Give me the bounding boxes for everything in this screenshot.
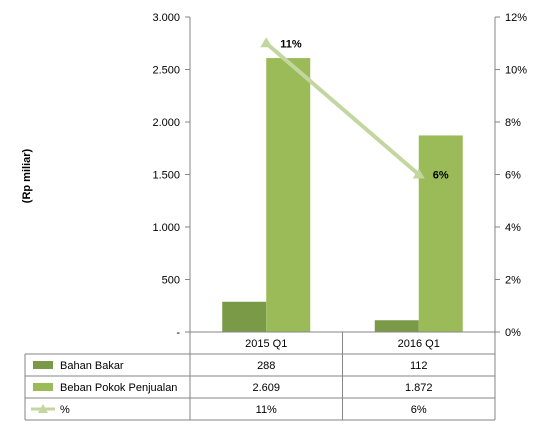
percent-line: 11% 6% (260, 37, 449, 182)
percent-data-label: 6% (433, 170, 449, 182)
left-tick-label: - (176, 327, 180, 339)
table-cell-value: 288 (257, 360, 275, 372)
right-tick-label: 2% (505, 275, 521, 287)
percent-data-label: 11% (280, 38, 302, 50)
bar (374, 320, 419, 332)
left-tick-label: 500 (162, 275, 180, 287)
right-tick-label: 6% (505, 170, 521, 182)
left-tick-label: 3.000 (152, 12, 180, 24)
legend-marker (38, 404, 48, 413)
legend-entry: % (60, 404, 70, 416)
percent-point-marker (412, 168, 425, 179)
axes: - 500 1.000 1.500 2.000 2.500 3.000 0% 2% 4% 6% 8% 1… (152, 12, 527, 339)
bars (222, 58, 463, 333)
table-cell-value: 2.609 (252, 382, 280, 394)
right-tick-label: 8% (505, 117, 521, 129)
bar (418, 135, 463, 332)
bar (266, 58, 311, 333)
table-cell-value: 112 (410, 360, 428, 372)
category-label: 2015 Q1 (245, 338, 287, 350)
category-label: 2016 Q1 (398, 338, 440, 350)
legend-entry: Beban Pokok Penjualan (60, 382, 177, 394)
data-table: 2015 Q1 2016 Q1 Bahan Bakar 288 112 Beban Pok… (24, 331, 496, 421)
left-tick-label: 1.000 (152, 222, 180, 234)
legend-entry: Bahan Bakar (60, 360, 124, 372)
bar (222, 301, 267, 332)
right-tick-label: 12% (505, 12, 527, 24)
left-tick-label: 1.500 (152, 170, 180, 182)
percent-series-line (264, 41, 421, 177)
legend-swatch (33, 383, 53, 391)
table-cell-value: 1.872 (405, 382, 433, 394)
left-tick-label: 2.000 (152, 117, 180, 129)
y-axis-label: (Rp miliar) (21, 148, 33, 203)
legend-swatch (33, 361, 53, 369)
table-cell-value: 11% (256, 404, 277, 416)
table-cell-value: 6% (411, 404, 427, 416)
right-tick-label: 10% (505, 65, 527, 77)
percent-point-marker (260, 37, 273, 48)
left-tick-label: 2.500 (152, 65, 180, 77)
right-tick-label: 4% (505, 222, 521, 234)
right-tick-label: 0% (505, 327, 521, 339)
